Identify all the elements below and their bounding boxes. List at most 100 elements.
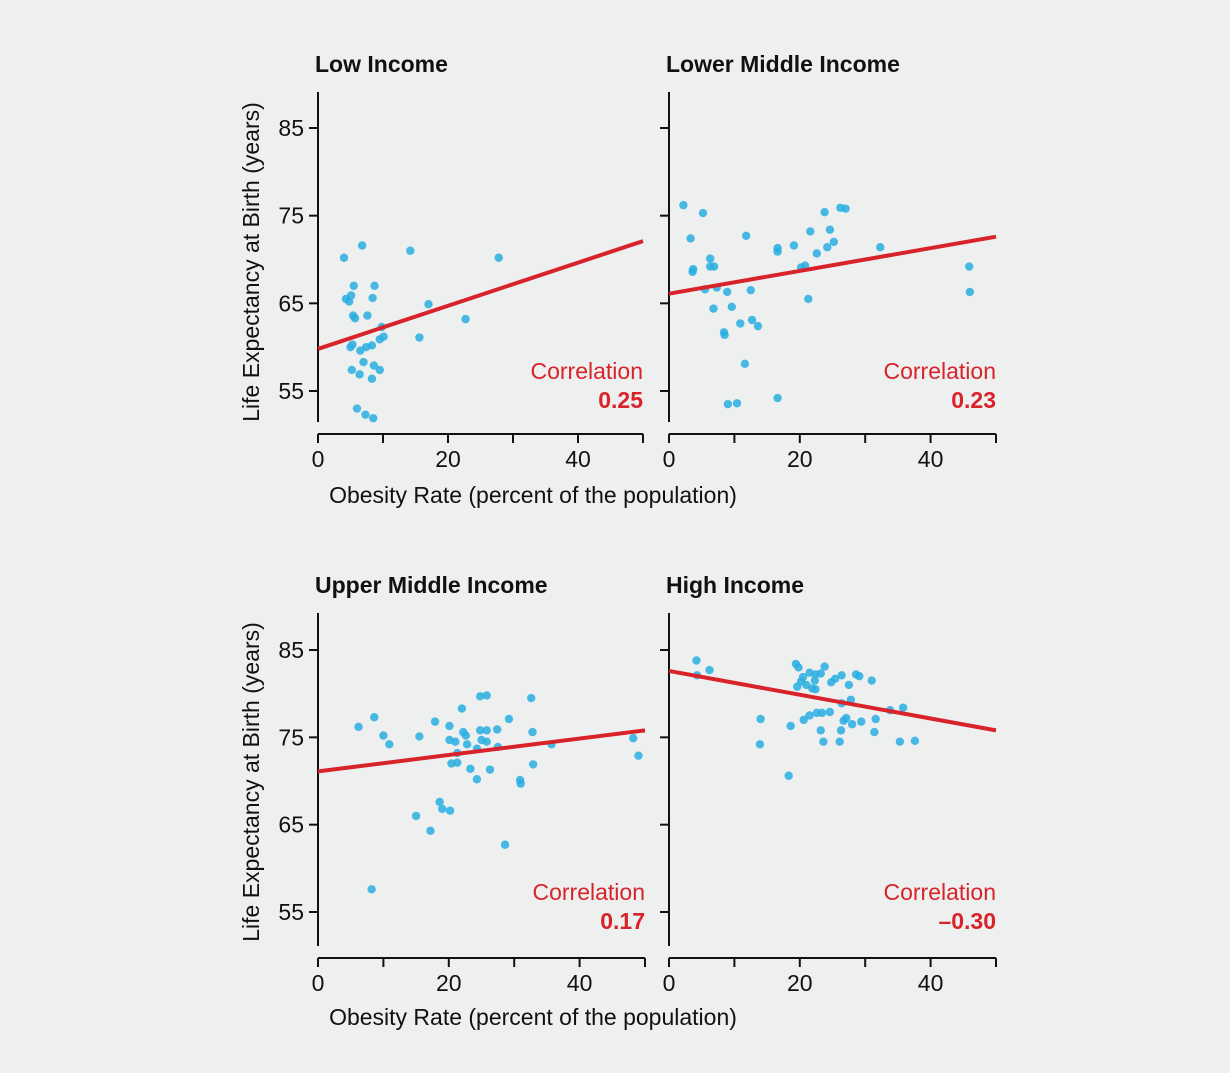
x-tick-label: 20 — [436, 970, 462, 996]
data-point — [811, 685, 820, 694]
data-point — [350, 314, 360, 323]
data-point — [406, 246, 415, 255]
y-tick-label: 65 — [278, 812, 304, 838]
y-tick-label: 85 — [278, 637, 304, 663]
data-point — [736, 319, 745, 328]
data-point — [370, 713, 379, 722]
correlation-value: 0.25 — [598, 387, 643, 413]
x-tick-label: 20 — [787, 446, 813, 472]
data-point — [686, 234, 695, 243]
panel-2: Upper Middle Income 55 65 75 85 0 20 40 Correlat… — [278, 572, 646, 996]
data-point — [679, 200, 688, 210]
data-point — [438, 804, 447, 814]
data-point — [475, 692, 485, 701]
data-point — [482, 691, 491, 700]
y-tick-label: 65 — [278, 290, 304, 316]
data-point — [347, 365, 356, 375]
data-point — [375, 335, 384, 344]
data-point — [346, 342, 355, 352]
x-tick-label: 0 — [312, 970, 325, 996]
data-point — [629, 734, 638, 743]
data-point — [500, 840, 510, 849]
data-point — [837, 671, 846, 680]
data-point — [349, 281, 358, 290]
data-point — [370, 281, 379, 290]
panel-title: High Income — [666, 572, 804, 598]
data-point — [379, 731, 388, 740]
panel-1: Lower Middle Income 0 20 40 Correlation 0.23 — [660, 51, 997, 472]
data-point — [462, 740, 472, 749]
x-tick-label: 40 — [918, 446, 944, 472]
trend-line — [317, 239, 644, 351]
data-point — [746, 285, 755, 295]
data-point — [634, 751, 643, 760]
data-point — [367, 341, 377, 350]
x-tick-label: 40 — [567, 970, 593, 996]
data-point — [727, 302, 736, 312]
data-point — [367, 885, 376, 894]
data-point — [475, 726, 485, 735]
x-tick-label: 20 — [787, 970, 813, 996]
data-point — [461, 314, 470, 324]
data-point — [492, 725, 502, 734]
data-point — [352, 404, 362, 413]
data-point — [826, 678, 836, 687]
correlation-label: Correlation — [884, 358, 997, 384]
data-point — [494, 253, 503, 262]
data-point — [415, 732, 424, 741]
y-axis-label-bottom: Life Expectancy at Birth (years) — [238, 622, 264, 942]
data-point — [361, 410, 370, 419]
data-point — [789, 241, 799, 250]
data-point — [709, 262, 719, 271]
panel-title: Lower Middle Income — [666, 51, 900, 77]
data-point — [375, 365, 384, 375]
data-point — [368, 293, 377, 303]
data-point — [482, 737, 491, 746]
data-point — [784, 771, 793, 780]
data-point — [363, 311, 372, 320]
data-point — [355, 370, 364, 379]
data-point — [820, 207, 829, 217]
data-point — [835, 737, 844, 746]
data-point — [732, 399, 742, 408]
x-axis-label-top: Obesity Rate (percent of the population) — [329, 482, 737, 508]
data-point — [773, 393, 782, 403]
data-point — [965, 287, 975, 297]
data-point — [755, 740, 765, 749]
data-point — [799, 715, 808, 725]
data-point — [741, 231, 751, 241]
data-point — [812, 249, 822, 258]
data-point — [816, 669, 825, 678]
data-point — [747, 315, 757, 325]
correlation-value: –0.30 — [938, 908, 996, 934]
data-point — [709, 304, 718, 313]
data-point — [424, 300, 433, 309]
trend-line — [668, 668, 997, 733]
data-point — [804, 294, 813, 304]
data-point — [820, 662, 829, 671]
data-point — [457, 704, 467, 713]
correlation-value: 0.17 — [600, 908, 645, 934]
data-point — [847, 720, 857, 729]
data-point — [527, 693, 536, 703]
data-point — [445, 806, 455, 815]
data-point — [688, 267, 697, 276]
y-axis-label-top: Life Expectancy at Birth (years) — [238, 102, 264, 422]
data-point — [786, 721, 795, 731]
data-point — [857, 717, 866, 726]
data-point — [504, 714, 514, 724]
data-point — [806, 227, 815, 236]
x-axis-label-bottom: Obesity Rate (percent of the population) — [329, 1004, 737, 1030]
data-point — [358, 241, 367, 250]
data-point — [359, 357, 368, 367]
data-point — [794, 663, 803, 672]
data-point — [871, 714, 880, 724]
data-point — [426, 826, 435, 835]
data-point — [839, 716, 848, 725]
data-point — [461, 731, 471, 740]
data-point — [876, 243, 885, 252]
data-point — [698, 208, 708, 218]
x-tick-label: 20 — [435, 446, 461, 472]
y-tick-label: 85 — [278, 115, 304, 141]
data-point — [810, 676, 820, 685]
